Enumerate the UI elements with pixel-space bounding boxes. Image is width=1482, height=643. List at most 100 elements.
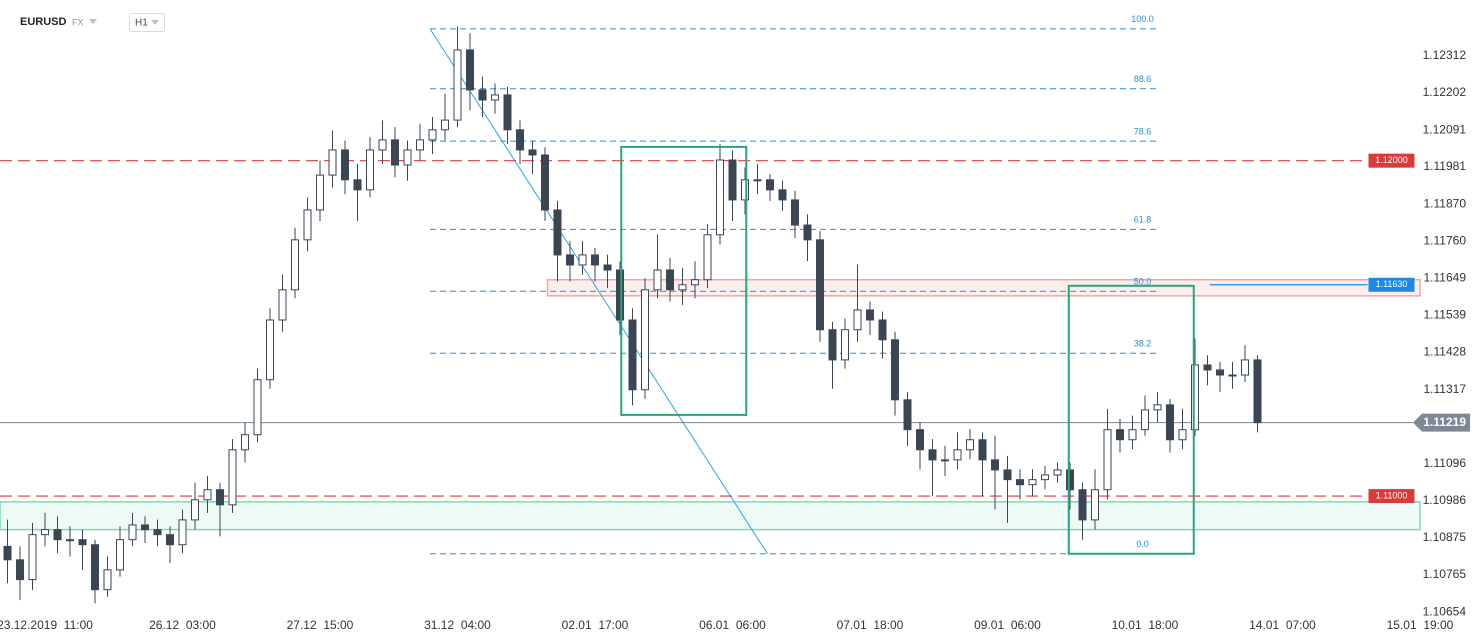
candle-body [1228,374,1237,377]
y-tick-label: 1.10654 [1423,604,1467,618]
y-tick-label: 1.12312 [1423,48,1467,62]
y-tick-label: 1.11870 [1424,196,1467,210]
price-level-label: 1.12000 [1375,155,1408,165]
candle-body [128,524,137,541]
candle-body [653,269,662,291]
range-box [620,145,748,416]
y-tick-label: 1.11760 [1424,233,1467,247]
candle-body [41,529,49,536]
candle-body [28,534,37,581]
candle-body [78,539,87,546]
x-tick-label: 31.12 04:00 [424,618,491,632]
candle-body [291,239,299,291]
candle-body [303,209,312,241]
candle-body [966,439,974,451]
candle-body [178,519,187,546]
y-tick-label: 1.11649 [1424,271,1467,285]
candle-body [666,269,674,291]
candle-body [428,129,437,141]
candle-body [928,449,937,461]
candle-body [1116,429,1124,441]
candle-body [803,224,812,241]
candle-body [403,149,412,166]
candle-body [66,539,74,542]
price-level-tag [1368,277,1415,292]
fib-label: 61.8 [1134,215,1152,225]
candle-body [878,319,887,341]
y-tick-label: 1.11981 [1424,159,1467,173]
candle-body [541,154,549,211]
candle-body [203,489,212,501]
candle-body [516,129,524,151]
interval: H1 [135,18,148,29]
candle-body [1053,469,1062,476]
x-tick-label: 14.01 07:00 [1249,618,1316,632]
candle-body [566,254,574,266]
last-price-tag [1413,413,1470,432]
candle-body [891,339,899,401]
dropdown-arrow [151,20,159,25]
candle-body [191,499,199,521]
candle-body [141,524,149,531]
range-box [1067,284,1195,555]
candle-body [1041,474,1049,481]
candle-body [453,49,462,121]
y-tick-label: 1.10875 [1423,530,1467,544]
symbol[interactable]: EURUSD [20,16,67,28]
price-level-label: 1.11630 [1376,279,1408,289]
y-tick-label: 1.12202 [1423,85,1467,99]
candle-body [641,289,649,391]
interval-select[interactable] [129,13,165,32]
last-price-label: 1.11219 [1423,415,1466,429]
dropdown-arrow[interactable] [89,19,97,24]
candle-body [1103,429,1112,491]
candle-body [166,534,174,546]
candle-body [103,569,112,591]
candle-body [616,269,624,321]
candle-body [841,329,849,361]
candle-body [591,254,599,266]
candle-body [266,319,274,381]
y-tick-label: 1.11317 [1424,382,1467,396]
x-tick-label: 09.01 06:00 [974,618,1041,632]
candle-body [441,119,449,131]
candle-body [716,159,724,236]
candle-body [1128,429,1137,441]
y-tick-label: 1.12091 [1423,122,1467,136]
x-tick-label: 26.12 03:00 [149,618,216,632]
y-tick-label: 1.11428 [1424,345,1467,359]
candle-body [766,179,774,191]
candle-body [503,94,512,131]
candle-body [278,289,287,321]
candle-body [828,329,837,361]
candle-body [1016,479,1024,486]
candle-body [216,489,224,506]
candle-body [478,89,487,101]
trend-line [429,28,768,555]
candle-body [816,239,824,331]
candle-body [328,149,337,176]
price-level-tag [1368,153,1415,168]
candle-body [116,539,124,571]
fib-label: 78.6 [1134,127,1152,137]
candle-body [416,139,424,151]
candle-body [91,544,99,591]
candle-body [991,459,999,471]
candle-body [16,559,24,581]
candle-body [1191,364,1199,431]
y-tick-label: 1.10986 [1423,493,1467,507]
candle-body [1091,489,1099,521]
fib-label: 50.0 [1134,277,1152,287]
fib-label: 100.0 [1131,14,1154,24]
candle-body [1166,404,1174,441]
candle-body [1153,404,1162,411]
x-tick-label: 27.12 15:00 [287,618,354,632]
candle-body [603,264,612,271]
candle-body [466,49,474,91]
x-tick-label: 02.01 17:00 [562,618,629,632]
candle-body [1241,359,1249,376]
candle-body [391,139,399,166]
candle-body [366,149,374,191]
